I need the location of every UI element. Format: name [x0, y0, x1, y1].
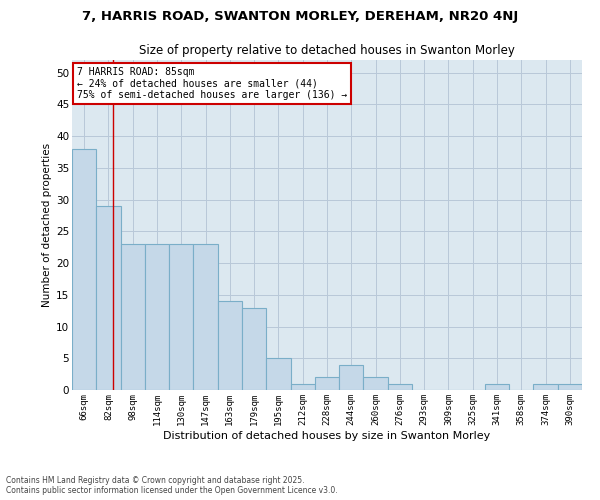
Bar [145, 244, 169, 390]
Bar [169, 244, 193, 390]
Bar [290, 384, 315, 390]
Bar [121, 244, 145, 390]
Bar [193, 244, 218, 390]
Text: Contains HM Land Registry data © Crown copyright and database right 2025.
Contai: Contains HM Land Registry data © Crown c… [6, 476, 338, 495]
Bar [315, 378, 339, 390]
Bar [339, 364, 364, 390]
Bar [218, 301, 242, 390]
Text: 7 HARRIS ROAD: 85sqm
← 24% of detached houses are smaller (44)
75% of semi-detac: 7 HARRIS ROAD: 85sqm ← 24% of detached h… [77, 66, 347, 100]
Bar [266, 358, 290, 390]
Bar [72, 149, 96, 390]
Bar [242, 308, 266, 390]
Title: Size of property relative to detached houses in Swanton Morley: Size of property relative to detached ho… [139, 44, 515, 58]
Y-axis label: Number of detached properties: Number of detached properties [42, 143, 52, 307]
Text: 7, HARRIS ROAD, SWANTON MORLEY, DEREHAM, NR20 4NJ: 7, HARRIS ROAD, SWANTON MORLEY, DEREHAM,… [82, 10, 518, 23]
Bar [364, 378, 388, 390]
Bar [558, 384, 582, 390]
X-axis label: Distribution of detached houses by size in Swanton Morley: Distribution of detached houses by size … [163, 430, 491, 440]
Bar [485, 384, 509, 390]
Bar [533, 384, 558, 390]
Bar [96, 206, 121, 390]
Bar [388, 384, 412, 390]
